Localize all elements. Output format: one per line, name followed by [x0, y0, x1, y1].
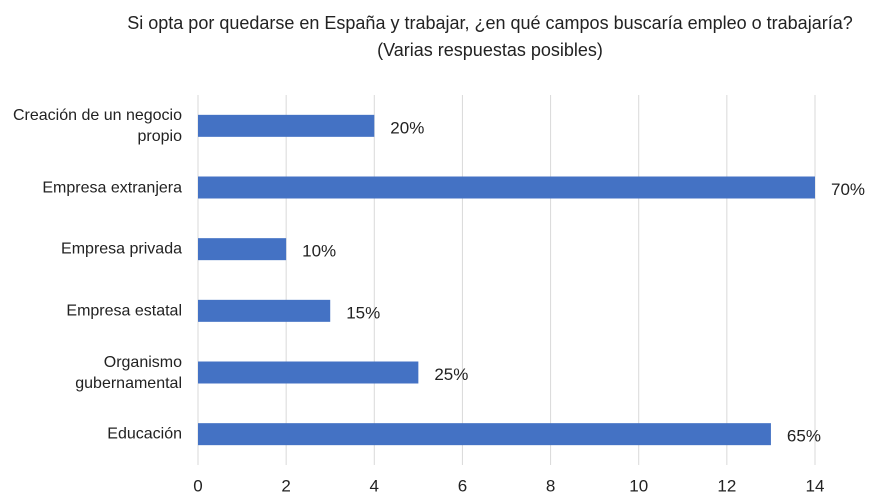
- x-tick-label: 14: [806, 476, 825, 495]
- bar: [198, 238, 287, 261]
- bar: [198, 423, 771, 446]
- x-tick-label: 0: [193, 476, 202, 495]
- value-label: 25%: [434, 365, 468, 384]
- bar: [198, 361, 419, 384]
- value-label: 70%: [831, 180, 865, 199]
- bar: [198, 114, 375, 137]
- value-label: 20%: [390, 118, 424, 137]
- value-label: 15%: [346, 303, 380, 322]
- value-label: 65%: [787, 427, 821, 446]
- x-tick-label: 12: [717, 476, 736, 495]
- category-label: Creación de un negocio propio: [12, 106, 182, 145]
- bar: [198, 299, 331, 322]
- x-tick-label: 8: [546, 476, 555, 495]
- category-label: Educación: [107, 425, 182, 443]
- category-label: Empresa extranjera: [42, 179, 182, 196]
- category-label: Organismo gubernamental: [75, 353, 182, 392]
- x-tick-label: 6: [458, 476, 467, 495]
- x-tick-label: 10: [629, 476, 648, 495]
- bar: [198, 176, 815, 199]
- chart-title: Si opta por quedarse en España y trabaja…: [127, 13, 853, 60]
- x-tick-label: 4: [370, 476, 379, 495]
- category-label: Empresa estatal: [66, 302, 182, 320]
- category-label: Empresa privada: [61, 240, 182, 258]
- value-label: 10%: [302, 242, 336, 261]
- x-tick-label: 2: [281, 476, 290, 495]
